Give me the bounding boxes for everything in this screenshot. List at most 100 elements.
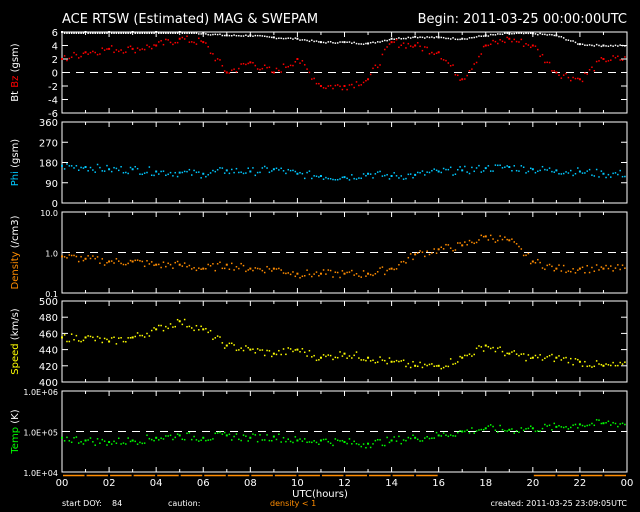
data-dot-speed bbox=[94, 339, 96, 342]
data-dot-speed bbox=[515, 353, 518, 355]
data-dot-density bbox=[103, 264, 106, 266]
data-dot-density bbox=[118, 260, 120, 262]
data-dot-bz bbox=[409, 45, 412, 47]
data-dot-temp bbox=[299, 438, 301, 440]
data-dot-phi bbox=[558, 173, 560, 175]
data-dot-bz bbox=[127, 46, 129, 49]
data-dot-phi bbox=[362, 173, 365, 175]
data-dot-bz bbox=[228, 72, 231, 74]
data-point-bz bbox=[249, 61, 252, 64]
data-dot-phi bbox=[150, 174, 153, 176]
data-dot-speed bbox=[537, 356, 539, 359]
data-dot-phi bbox=[346, 177, 348, 180]
data-dot-bz bbox=[87, 53, 89, 55]
data-dot-phi bbox=[113, 166, 115, 169]
data-dot-speed bbox=[63, 334, 66, 336]
data-dot-bt bbox=[426, 36, 428, 38]
data-dot-temp bbox=[607, 420, 610, 423]
data-dot-speed bbox=[318, 359, 320, 361]
data-dot-speed bbox=[581, 365, 584, 367]
data-dot-speed bbox=[454, 362, 457, 365]
data-dot-temp bbox=[287, 438, 289, 440]
data-dot-temp bbox=[405, 439, 407, 442]
data-dot-density bbox=[176, 260, 179, 263]
data-point-bt bbox=[225, 34, 228, 37]
data-dot-speed bbox=[570, 357, 572, 360]
data-dot-density bbox=[99, 262, 101, 264]
data-point-bz bbox=[84, 51, 87, 54]
data-dot-phi bbox=[548, 167, 551, 169]
data-dot-bz bbox=[346, 88, 348, 91]
data-dot-bz bbox=[209, 52, 212, 55]
data-dot-phi bbox=[334, 179, 337, 181]
data-dot-bt bbox=[150, 32, 153, 34]
data-dot-bz bbox=[92, 50, 94, 53]
data-dot-phi bbox=[612, 172, 614, 175]
data-point-speed bbox=[461, 356, 464, 359]
data-dot-density bbox=[271, 270, 273, 272]
data-dot-bz bbox=[358, 84, 360, 87]
data-dot-density bbox=[336, 271, 339, 274]
data-dot-bt bbox=[605, 45, 607, 47]
data-dot-bt bbox=[504, 32, 506, 34]
x-tick-label: 22 bbox=[574, 478, 587, 489]
data-dot-speed bbox=[607, 364, 610, 366]
data-dot-bz bbox=[325, 87, 327, 90]
data-dot-phi bbox=[172, 175, 174, 177]
data-dot-phi bbox=[165, 174, 167, 177]
data-dot-phi bbox=[381, 175, 384, 177]
data-dot-bz bbox=[593, 69, 596, 72]
data-dot-bz bbox=[167, 39, 169, 41]
y-tick-label: 0.1 bbox=[45, 290, 58, 299]
data-dot-speed bbox=[141, 334, 144, 337]
data-dot-bz bbox=[548, 61, 551, 64]
data-dot-bz bbox=[233, 68, 235, 70]
data-dot-bt bbox=[129, 32, 132, 34]
data-dot-bt bbox=[435, 36, 438, 38]
data-dot-density bbox=[475, 241, 478, 244]
data-dot-temp bbox=[468, 432, 471, 434]
data-point-bt bbox=[343, 41, 346, 44]
data-dot-density bbox=[183, 262, 186, 264]
data-point-bt bbox=[578, 43, 581, 46]
data-dot-density bbox=[322, 269, 325, 271]
data-dot-speed bbox=[341, 355, 344, 357]
data-dot-phi bbox=[141, 173, 144, 176]
data-dot-speed bbox=[489, 347, 492, 350]
data-dot-phi bbox=[400, 175, 402, 177]
data-dot-bt bbox=[400, 38, 402, 40]
data-dot-phi bbox=[125, 171, 127, 174]
data-dot-density bbox=[75, 255, 78, 258]
data-dot-speed bbox=[275, 353, 278, 356]
data-dot-phi bbox=[77, 169, 80, 171]
data-dot-bt bbox=[492, 34, 494, 36]
data-dot-density bbox=[487, 239, 490, 241]
data-point-density bbox=[225, 263, 228, 266]
data-dot-bt bbox=[125, 32, 127, 34]
data-dot-temp bbox=[541, 427, 544, 430]
data-dot-speed bbox=[497, 347, 499, 349]
data-dot-temp bbox=[384, 444, 386, 447]
data-point-temp bbox=[108, 441, 111, 444]
data-dot-temp bbox=[482, 428, 485, 431]
data-point-bt bbox=[555, 34, 558, 37]
data-dot-bz bbox=[216, 58, 219, 60]
data-dot-phi bbox=[266, 167, 268, 169]
data-dot-speed bbox=[219, 336, 221, 338]
data-dot-density bbox=[362, 270, 365, 272]
data-dot-temp bbox=[586, 424, 588, 427]
data-dot-density bbox=[468, 239, 471, 242]
data-dot-bt bbox=[254, 34, 257, 37]
data-dot-phi bbox=[541, 165, 544, 168]
data-dot-bt bbox=[325, 42, 327, 44]
y-axis-label: Bt Bz (gsm) bbox=[10, 43, 21, 101]
data-dot-bz bbox=[607, 60, 610, 62]
data-dot-bt bbox=[339, 41, 341, 43]
data-dot-temp bbox=[174, 436, 176, 439]
data-dot-density bbox=[141, 260, 144, 263]
data-dot-temp bbox=[228, 433, 231, 436]
data-dot-density bbox=[534, 262, 537, 264]
data-dot-density bbox=[70, 254, 73, 257]
data-dot-density bbox=[240, 262, 242, 265]
data-dot-bz bbox=[223, 70, 226, 72]
